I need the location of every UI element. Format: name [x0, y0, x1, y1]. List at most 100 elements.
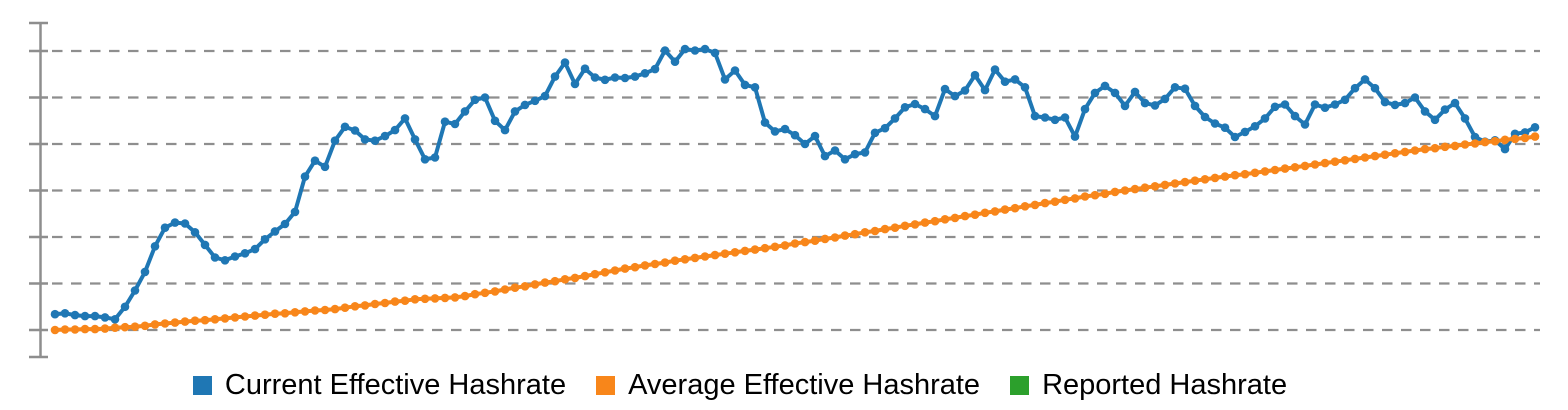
data-point[interactable] [500, 125, 510, 135]
data-point[interactable] [490, 116, 500, 126]
data-point[interactable] [280, 219, 290, 229]
data-point[interactable] [1200, 112, 1210, 122]
data-point[interactable] [1030, 111, 1040, 121]
data-point[interactable] [1420, 107, 1430, 116]
data-point[interactable] [600, 268, 610, 277]
data-point[interactable] [700, 44, 710, 54]
data-point[interactable] [900, 103, 910, 112]
data-point[interactable] [1010, 203, 1020, 213]
data-point[interactable] [290, 308, 300, 317]
data-point[interactable] [1170, 83, 1180, 92]
data-point[interactable] [180, 219, 190, 228]
data-point[interactable] [340, 303, 350, 313]
data-point[interactable] [200, 315, 210, 325]
data-point[interactable] [210, 315, 220, 324]
data-point[interactable] [1000, 205, 1010, 214]
data-point[interactable] [120, 322, 130, 332]
data-point[interactable] [180, 317, 190, 326]
data-point[interactable] [880, 123, 890, 133]
data-point[interactable] [1390, 149, 1400, 158]
data-point[interactable] [910, 99, 920, 109]
data-point[interactable] [1440, 105, 1450, 114]
data-point[interactable] [860, 148, 870, 157]
legend-item-average-effective-hashrate[interactable]: Average Effective Hashrate [596, 370, 980, 400]
data-point[interactable] [110, 323, 120, 333]
data-point[interactable] [1070, 132, 1080, 141]
data-point[interactable] [590, 73, 600, 82]
data-point[interactable] [810, 236, 820, 245]
data-point[interactable] [720, 75, 730, 84]
data-point[interactable] [1160, 94, 1170, 104]
data-point[interactable] [230, 252, 240, 261]
data-point[interactable] [820, 234, 830, 244]
data-point[interactable] [960, 86, 970, 95]
data-point[interactable] [480, 93, 490, 102]
data-point[interactable] [1380, 97, 1390, 107]
data-point[interactable] [170, 318, 180, 327]
data-point[interactable] [790, 239, 800, 248]
data-point[interactable] [260, 235, 270, 244]
data-point[interactable] [250, 311, 260, 320]
data-point[interactable] [400, 296, 410, 306]
data-point[interactable] [110, 315, 120, 324]
data-point[interactable] [90, 311, 100, 321]
data-point[interactable] [620, 73, 630, 83]
data-point[interactable] [570, 79, 580, 89]
data-point[interactable] [1110, 88, 1120, 98]
series-average-effective-hashrate[interactable] [50, 132, 1540, 335]
data-point[interactable] [90, 324, 100, 334]
data-point[interactable] [580, 64, 590, 73]
data-point[interactable] [1400, 98, 1410, 108]
data-point[interactable] [1470, 139, 1480, 148]
data-point[interactable] [640, 261, 650, 270]
data-point[interactable] [250, 244, 260, 254]
data-point[interactable] [560, 58, 570, 67]
legend-item-reported-hashrate[interactable]: Reported Hashrate [1010, 370, 1287, 400]
data-point[interactable] [610, 266, 620, 275]
data-point[interactable] [680, 44, 690, 54]
data-point[interactable] [710, 48, 720, 58]
data-point[interactable] [970, 70, 980, 80]
data-point[interactable] [360, 301, 370, 310]
data-point[interactable] [770, 127, 780, 136]
data-point[interactable] [920, 218, 930, 227]
data-point[interactable] [630, 262, 640, 272]
data-point[interactable] [1020, 202, 1030, 211]
data-point[interactable] [190, 228, 200, 237]
data-point[interactable] [1430, 115, 1440, 125]
data-point[interactable] [1410, 93, 1420, 102]
data-point[interactable] [750, 83, 760, 92]
data-point[interactable] [1210, 119, 1220, 128]
data-point[interactable] [800, 139, 810, 149]
data-point[interactable] [530, 280, 540, 289]
data-point[interactable] [650, 259, 660, 269]
data-point[interactable] [630, 72, 640, 81]
data-point[interactable] [420, 155, 430, 164]
data-point[interactable] [390, 297, 400, 306]
data-point[interactable] [520, 100, 530, 110]
data-point[interactable] [1270, 102, 1280, 112]
data-point[interactable] [400, 114, 410, 123]
data-point[interactable] [280, 309, 290, 318]
data-point[interactable] [790, 130, 800, 140]
data-point[interactable] [1460, 114, 1470, 123]
data-point[interactable] [1470, 132, 1480, 142]
data-point[interactable] [70, 325, 80, 334]
data-point[interactable] [1300, 120, 1310, 129]
data-point[interactable] [1310, 100, 1320, 109]
data-point[interactable] [770, 242, 780, 252]
legend-item-current-effective-hashrate[interactable]: Current Effective Hashrate [192, 370, 566, 400]
data-point[interactable] [1350, 83, 1360, 93]
data-point[interactable] [150, 242, 160, 251]
data-point[interactable] [1120, 101, 1130, 111]
data-point[interactable] [760, 243, 770, 253]
data-point[interactable] [950, 213, 960, 223]
data-point[interactable] [780, 124, 790, 134]
data-point[interactable] [1390, 100, 1400, 110]
data-point[interactable] [1110, 187, 1120, 197]
data-point[interactable] [1410, 146, 1420, 155]
data-point[interactable] [1230, 170, 1240, 180]
data-point[interactable] [80, 311, 90, 321]
data-point[interactable] [510, 283, 520, 293]
data-point[interactable] [750, 245, 760, 254]
